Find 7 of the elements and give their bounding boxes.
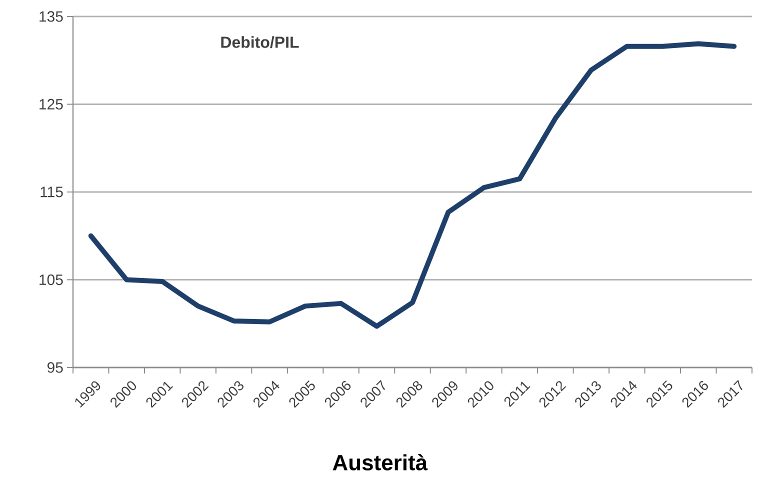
y-tick-label: 135: [40, 11, 63, 22]
text: Austerità: [332, 454, 428, 470]
y-tick-label: 105: [40, 274, 63, 286]
text: Debito/PIL: [221, 36, 299, 48]
y-tick-label: 125: [40, 98, 63, 110]
y-tick-label: 95: [47, 362, 63, 373]
y-tick-label: 115: [40, 186, 63, 198]
